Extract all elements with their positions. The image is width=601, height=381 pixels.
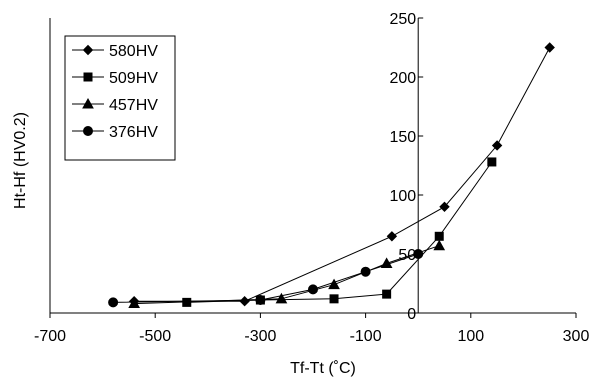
x-tick-label: 300 xyxy=(563,328,590,345)
x-tick-label: -700 xyxy=(34,328,66,345)
y-tick-label: 250 xyxy=(389,11,416,28)
data-point xyxy=(544,42,555,53)
y-tick-label: 100 xyxy=(389,188,416,205)
y-axis: 0 50 100 150 200 250 xyxy=(389,11,424,323)
data-point xyxy=(275,292,288,304)
legend-item: 457HV xyxy=(72,97,158,114)
legend: 580HV 509HV 457HV 376HV xyxy=(64,35,176,161)
series-layer xyxy=(108,42,555,309)
data-point xyxy=(491,140,503,151)
data-point xyxy=(360,266,371,277)
x-tick-label: -300 xyxy=(244,328,276,345)
x-axis: -700 -500 -300 -100 100 300 xyxy=(34,313,589,345)
series-580HV xyxy=(128,42,555,307)
legend-box xyxy=(64,35,176,161)
legend-label: 580HV xyxy=(109,43,158,60)
data-point xyxy=(328,278,340,290)
data-point xyxy=(413,249,424,259)
data-point xyxy=(255,295,266,306)
legend-label: 376HV xyxy=(109,124,158,141)
data-point xyxy=(434,231,444,241)
y-tick-label: 200 xyxy=(389,70,416,87)
x-axis-title: Tf-Tt (˚C) xyxy=(290,360,356,377)
legend-label: 509HV xyxy=(109,70,158,87)
y-axis-title: Ht-Hf (HV0.2) xyxy=(12,112,29,209)
legend-label: 457HV xyxy=(109,97,158,114)
x-tick-label: 100 xyxy=(457,328,484,345)
legend-item: 580HV xyxy=(72,43,158,60)
data-point xyxy=(487,157,497,167)
series-457HV xyxy=(128,239,446,309)
y-tick-label: 150 xyxy=(389,129,416,146)
legend-marker xyxy=(83,126,93,136)
x-tick-label: -500 xyxy=(139,328,171,345)
series-line xyxy=(134,47,551,302)
legend-marker xyxy=(83,72,93,82)
x-tick-label: -100 xyxy=(350,328,382,345)
data-point xyxy=(308,284,318,295)
series-509HV xyxy=(182,157,497,307)
data-point xyxy=(239,295,250,307)
y-tick-label: 0 xyxy=(407,306,416,323)
series-376HV xyxy=(108,249,424,308)
legend-item: 376HV xyxy=(72,124,158,141)
data-point xyxy=(382,289,392,299)
data-point xyxy=(128,297,141,309)
y-tick-label: 50 xyxy=(398,247,416,264)
legend-marker xyxy=(82,97,94,109)
data-point xyxy=(433,239,446,251)
legend-marker xyxy=(82,44,94,56)
data-point xyxy=(329,294,339,304)
data-point xyxy=(108,297,119,308)
data-point xyxy=(386,231,398,242)
legend-item: 509HV xyxy=(72,70,158,87)
plot-area xyxy=(49,18,576,314)
series-line xyxy=(186,161,493,303)
data-point xyxy=(439,201,450,213)
